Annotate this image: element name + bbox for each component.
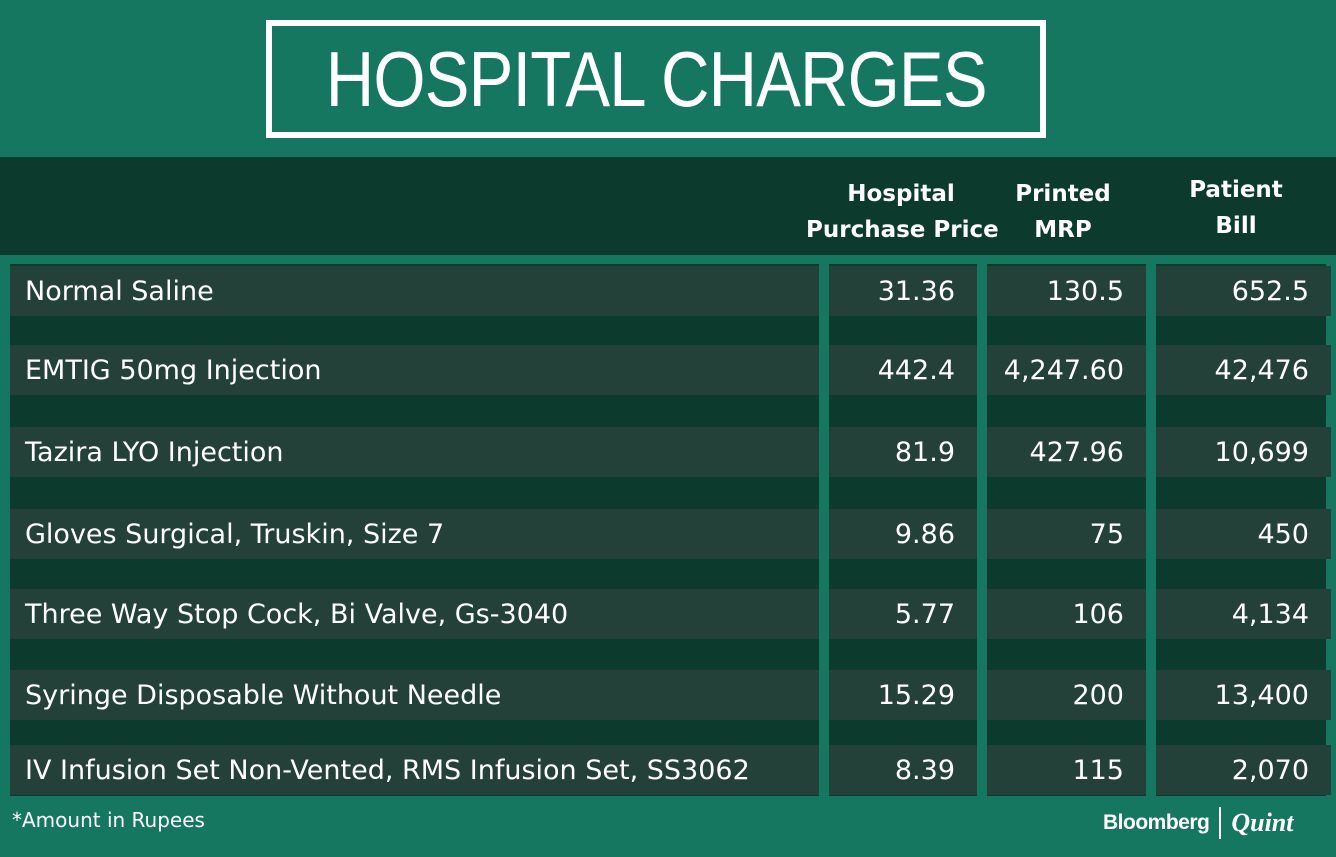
row-value-purchase: 31.36 [829, 266, 977, 316]
row-value-bill: 652.5 [1156, 266, 1331, 316]
row-item-name: Gloves Surgical, Truskin, Size 7 [10, 509, 819, 559]
row-value-purchase: 8.39 [829, 745, 977, 795]
row-item-name: Three Way Stop Cock, Bi Valve, Gs-3040 [10, 589, 819, 639]
row-value-bill: 4,134 [1156, 589, 1331, 639]
footnote: *Amount in Rupees [12, 808, 205, 832]
column-header-bill: Patient Bill [1166, 172, 1306, 244]
title-box: HOSPITAL CHARGES [266, 20, 1046, 138]
row-value-bill: 42,476 [1156, 345, 1331, 395]
row-value-bill: 10,699 [1156, 427, 1331, 477]
column-header-purchase: Hospital Purchase Price [806, 176, 999, 248]
page-title: HOSPITAL CHARGES [325, 34, 988, 123]
row-value-mrp: 200 [987, 670, 1146, 720]
column-header-band [0, 157, 1336, 255]
row-value-bill: 2,070 [1156, 745, 1331, 795]
column-header-mrp-line2: MRP [1034, 217, 1092, 243]
column-header-purchase-line1: Hospital [847, 181, 955, 207]
bloomberg-quint-logo: Bloomberg Quint [1103, 805, 1294, 841]
row-item-name: Syringe Disposable Without Needle [10, 670, 819, 720]
row-value-bill: 13,400 [1156, 670, 1331, 720]
logo-bloomberg-text: Bloomberg [1103, 811, 1210, 834]
column-header-mrp-line1: Printed [1015, 181, 1111, 207]
row-value-purchase: 9.86 [829, 509, 977, 559]
column-separator [977, 264, 987, 796]
column-separator [1146, 264, 1156, 796]
logo-divider [1219, 807, 1222, 839]
row-value-purchase: 81.9 [829, 427, 977, 477]
row-item-name: Tazira LYO Injection [10, 427, 819, 477]
column-separator [819, 264, 829, 796]
row-value-mrp: 427.96 [987, 427, 1146, 477]
row-value-mrp: 4,247.60 [987, 345, 1146, 395]
row-item-name: Normal Saline [10, 266, 819, 316]
row-value-mrp: 75 [987, 509, 1146, 559]
logo-quint-text: Quint [1231, 808, 1294, 837]
row-value-purchase: 442.4 [829, 345, 977, 395]
row-value-mrp: 106 [987, 589, 1146, 639]
row-value-mrp: 115 [987, 745, 1146, 795]
column-header-purchase-line2: Purchase Price [806, 217, 999, 243]
column-header-bill-line2: Bill [1215, 213, 1257, 239]
row-value-mrp: 130.5 [987, 266, 1146, 316]
row-item-name: EMTIG 50mg Injection [10, 345, 819, 395]
row-value-purchase: 5.77 [829, 589, 977, 639]
row-value-bill: 450 [1156, 509, 1331, 559]
column-header-mrp: Printed MRP [993, 176, 1133, 248]
column-header-bill-line1: Patient [1189, 177, 1283, 203]
row-item-name: IV Infusion Set Non-Vented, RMS Infusion… [10, 745, 819, 795]
row-value-purchase: 15.29 [829, 670, 977, 720]
